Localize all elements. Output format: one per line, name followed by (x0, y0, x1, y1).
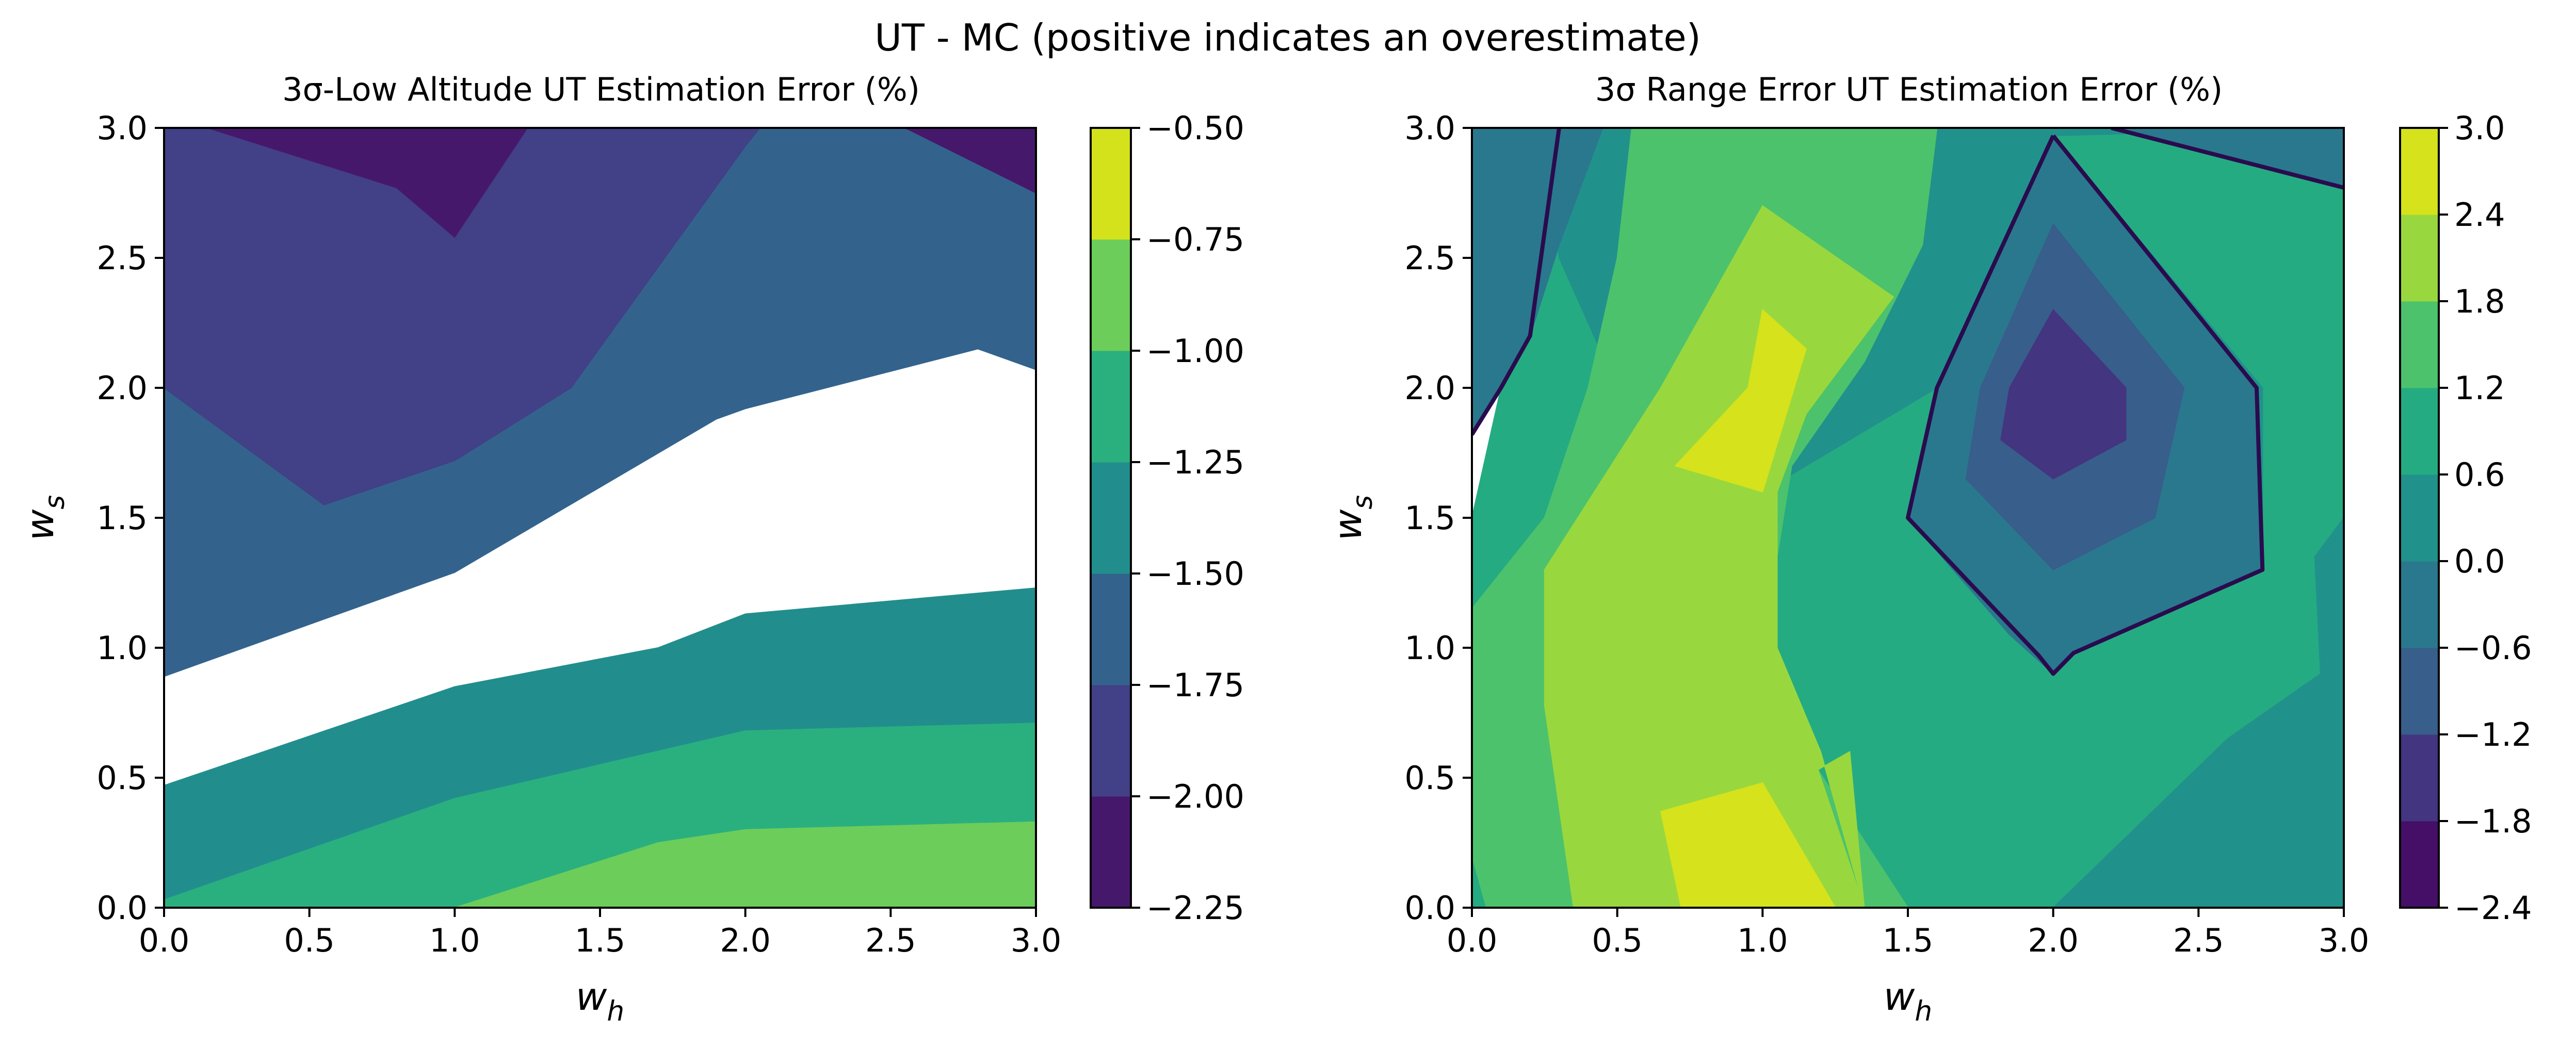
colorbar-tick-label: 1.2 (2454, 369, 2505, 407)
contour-panel-low-altitude: 3σ-Low Altitude UT Estimation Error (%) … (18, 71, 1244, 1027)
y-tick-label: 2.0 (96, 369, 148, 407)
x-tick-label: 2.0 (720, 922, 771, 959)
colorbar-tick-label: −1.00 (1146, 332, 1244, 370)
contour-region (1674, 308, 1807, 493)
contour-panel-range-error: 3σ Range Error UT Estimation Error (%) 0… (1326, 71, 2532, 1027)
x-tick-label: 3.0 (1011, 922, 1062, 959)
colorbar-segment (2400, 821, 2439, 908)
colorbar-segment (2400, 648, 2439, 735)
y-tick-label: 3.0 (1404, 109, 1455, 147)
y-tick-label: 2.5 (96, 239, 148, 277)
x-tick-label: 0.5 (1592, 922, 1643, 959)
y-axis-range-error: 0.0 0.5 1.0 1.5 2.0 2.5 3.0 ws (1326, 109, 1472, 927)
contour-plot-area-low-altitude (163, 127, 1037, 909)
colorbar-segment (2400, 215, 2439, 302)
contour-region (454, 821, 1036, 908)
y-tick-label: 0.0 (1404, 889, 1455, 927)
contour-region (207, 128, 528, 238)
contour-region (1660, 782, 1836, 908)
x-tick-label: 2.0 (2028, 922, 2079, 959)
colorbar-tick-label: 0.0 (2454, 543, 2505, 580)
x-tick-label: 1.5 (575, 922, 626, 959)
contour-region (2052, 517, 2344, 908)
panel-title-range-error: 3σ Range Error UT Estimation Error (%) (1595, 71, 2223, 108)
colorbar-segment (2400, 128, 2439, 215)
x-tick-label: 1.5 (1883, 922, 1934, 959)
contour-plot-area-range-error (1471, 127, 2345, 909)
y-tick-label: 1.0 (96, 629, 148, 667)
colorbar-tick-label: −1.25 (1146, 444, 1244, 481)
x-tick-label: 1.0 (429, 922, 480, 959)
y-tick-label: 3.0 (96, 109, 148, 147)
y-axis-low-altitude: 0.0 0.5 1.0 1.5 2.0 2.5 3.0 ws (18, 109, 164, 927)
colorbar-segment (1091, 128, 1131, 240)
colorbar-segment (1091, 685, 1131, 797)
x-tick-label: 2.5 (2173, 922, 2224, 959)
x-axis-label: wh (1884, 975, 1932, 1027)
colorbar-tick-label: 3.0 (2454, 109, 2505, 147)
colorbar-low-altitude: −2.25 −2.00 −1.75 −1.50 −1.25 −1.00 −0.75 −0.50 (1090, 109, 1244, 927)
colorbar-segment (2400, 301, 2439, 388)
colorbar-tick-label: −1.50 (1146, 555, 1244, 593)
colorbar-segment (1091, 351, 1131, 463)
colorbar-tick-label: −0.6 (2454, 629, 2532, 667)
x-axis-low-altitude: 0.0 0.5 1.0 1.5 2.0 2.5 3.0 wh (139, 908, 1062, 1027)
colorbar-segment (1091, 462, 1131, 574)
contour-line (1906, 134, 2265, 676)
contour-region (2000, 309, 2127, 480)
colorbar-tick-label: −2.25 (1146, 889, 1244, 927)
x-tick-label: 1.0 (1737, 922, 1788, 959)
figure-suptitle: UT - MC (positive indicates an overestim… (874, 16, 1701, 59)
x-tick-label: 0.0 (1447, 922, 1498, 959)
x-tick-label: 3.0 (2319, 922, 2370, 959)
colorbar-segment (1091, 573, 1131, 685)
y-tick-label: 0.5 (96, 759, 148, 797)
x-tick-label: 0.5 (284, 922, 335, 959)
y-tick-label: 0.0 (96, 889, 148, 927)
y-tick-label: 1.0 (1404, 629, 1455, 667)
colorbar-tick-label: −1.2 (2454, 716, 2532, 753)
x-tick-label: 2.5 (865, 922, 916, 959)
colorbar-tick-label: −2.00 (1146, 778, 1244, 815)
y-tick-label: 2.0 (1404, 369, 1455, 407)
colorbar-tick-label: 2.4 (2454, 196, 2505, 234)
colorbar-tick-label: −1.8 (2454, 802, 2532, 840)
colorbar-tick-label: −2.4 (2454, 889, 2532, 927)
colorbar-tick-label: 0.6 (2454, 456, 2505, 494)
x-tick-label: 0.0 (139, 922, 190, 959)
y-tick-label: 1.5 (96, 499, 148, 537)
y-tick-label: 2.5 (1404, 239, 1455, 277)
colorbar-segment (2400, 561, 2439, 648)
contour-region (164, 128, 761, 505)
colorbar-tick-label: 1.8 (2454, 283, 2505, 320)
contour-line (2111, 128, 2344, 190)
colorbar-tick-label: −0.75 (1146, 221, 1244, 258)
colorbar-segment (1091, 239, 1131, 351)
colorbar-segment (2400, 734, 2439, 822)
colorbar-tick-label: −1.75 (1146, 666, 1244, 704)
colorbar-range-error: −2.4 −1.8 −1.2 −0.6 0.0 0.6 1.2 1.8 2.4 3.0 (2399, 109, 2532, 927)
contour-line (1472, 128, 1561, 436)
contour-region (758, 128, 1036, 285)
y-tick-label: 1.5 (1404, 499, 1455, 537)
x-axis-range-error: 0.0 0.5 1.0 1.5 2.0 2.5 3.0 wh (1447, 908, 2370, 1027)
x-axis-label: wh (576, 975, 624, 1027)
y-axis-label: ws (18, 495, 71, 540)
contour-region (905, 128, 1036, 194)
colorbar-segment (2400, 474, 2439, 562)
y-tick-label: 0.5 (1404, 759, 1455, 797)
colorbar-segment (2400, 388, 2439, 475)
colorbar-segment (1091, 796, 1131, 908)
colorbar-tick-label: −0.50 (1146, 109, 1244, 147)
y-axis-label: ws (1326, 495, 1379, 540)
panel-title-low-altitude: 3σ-Low Altitude UT Estimation Error (%) (282, 71, 920, 108)
